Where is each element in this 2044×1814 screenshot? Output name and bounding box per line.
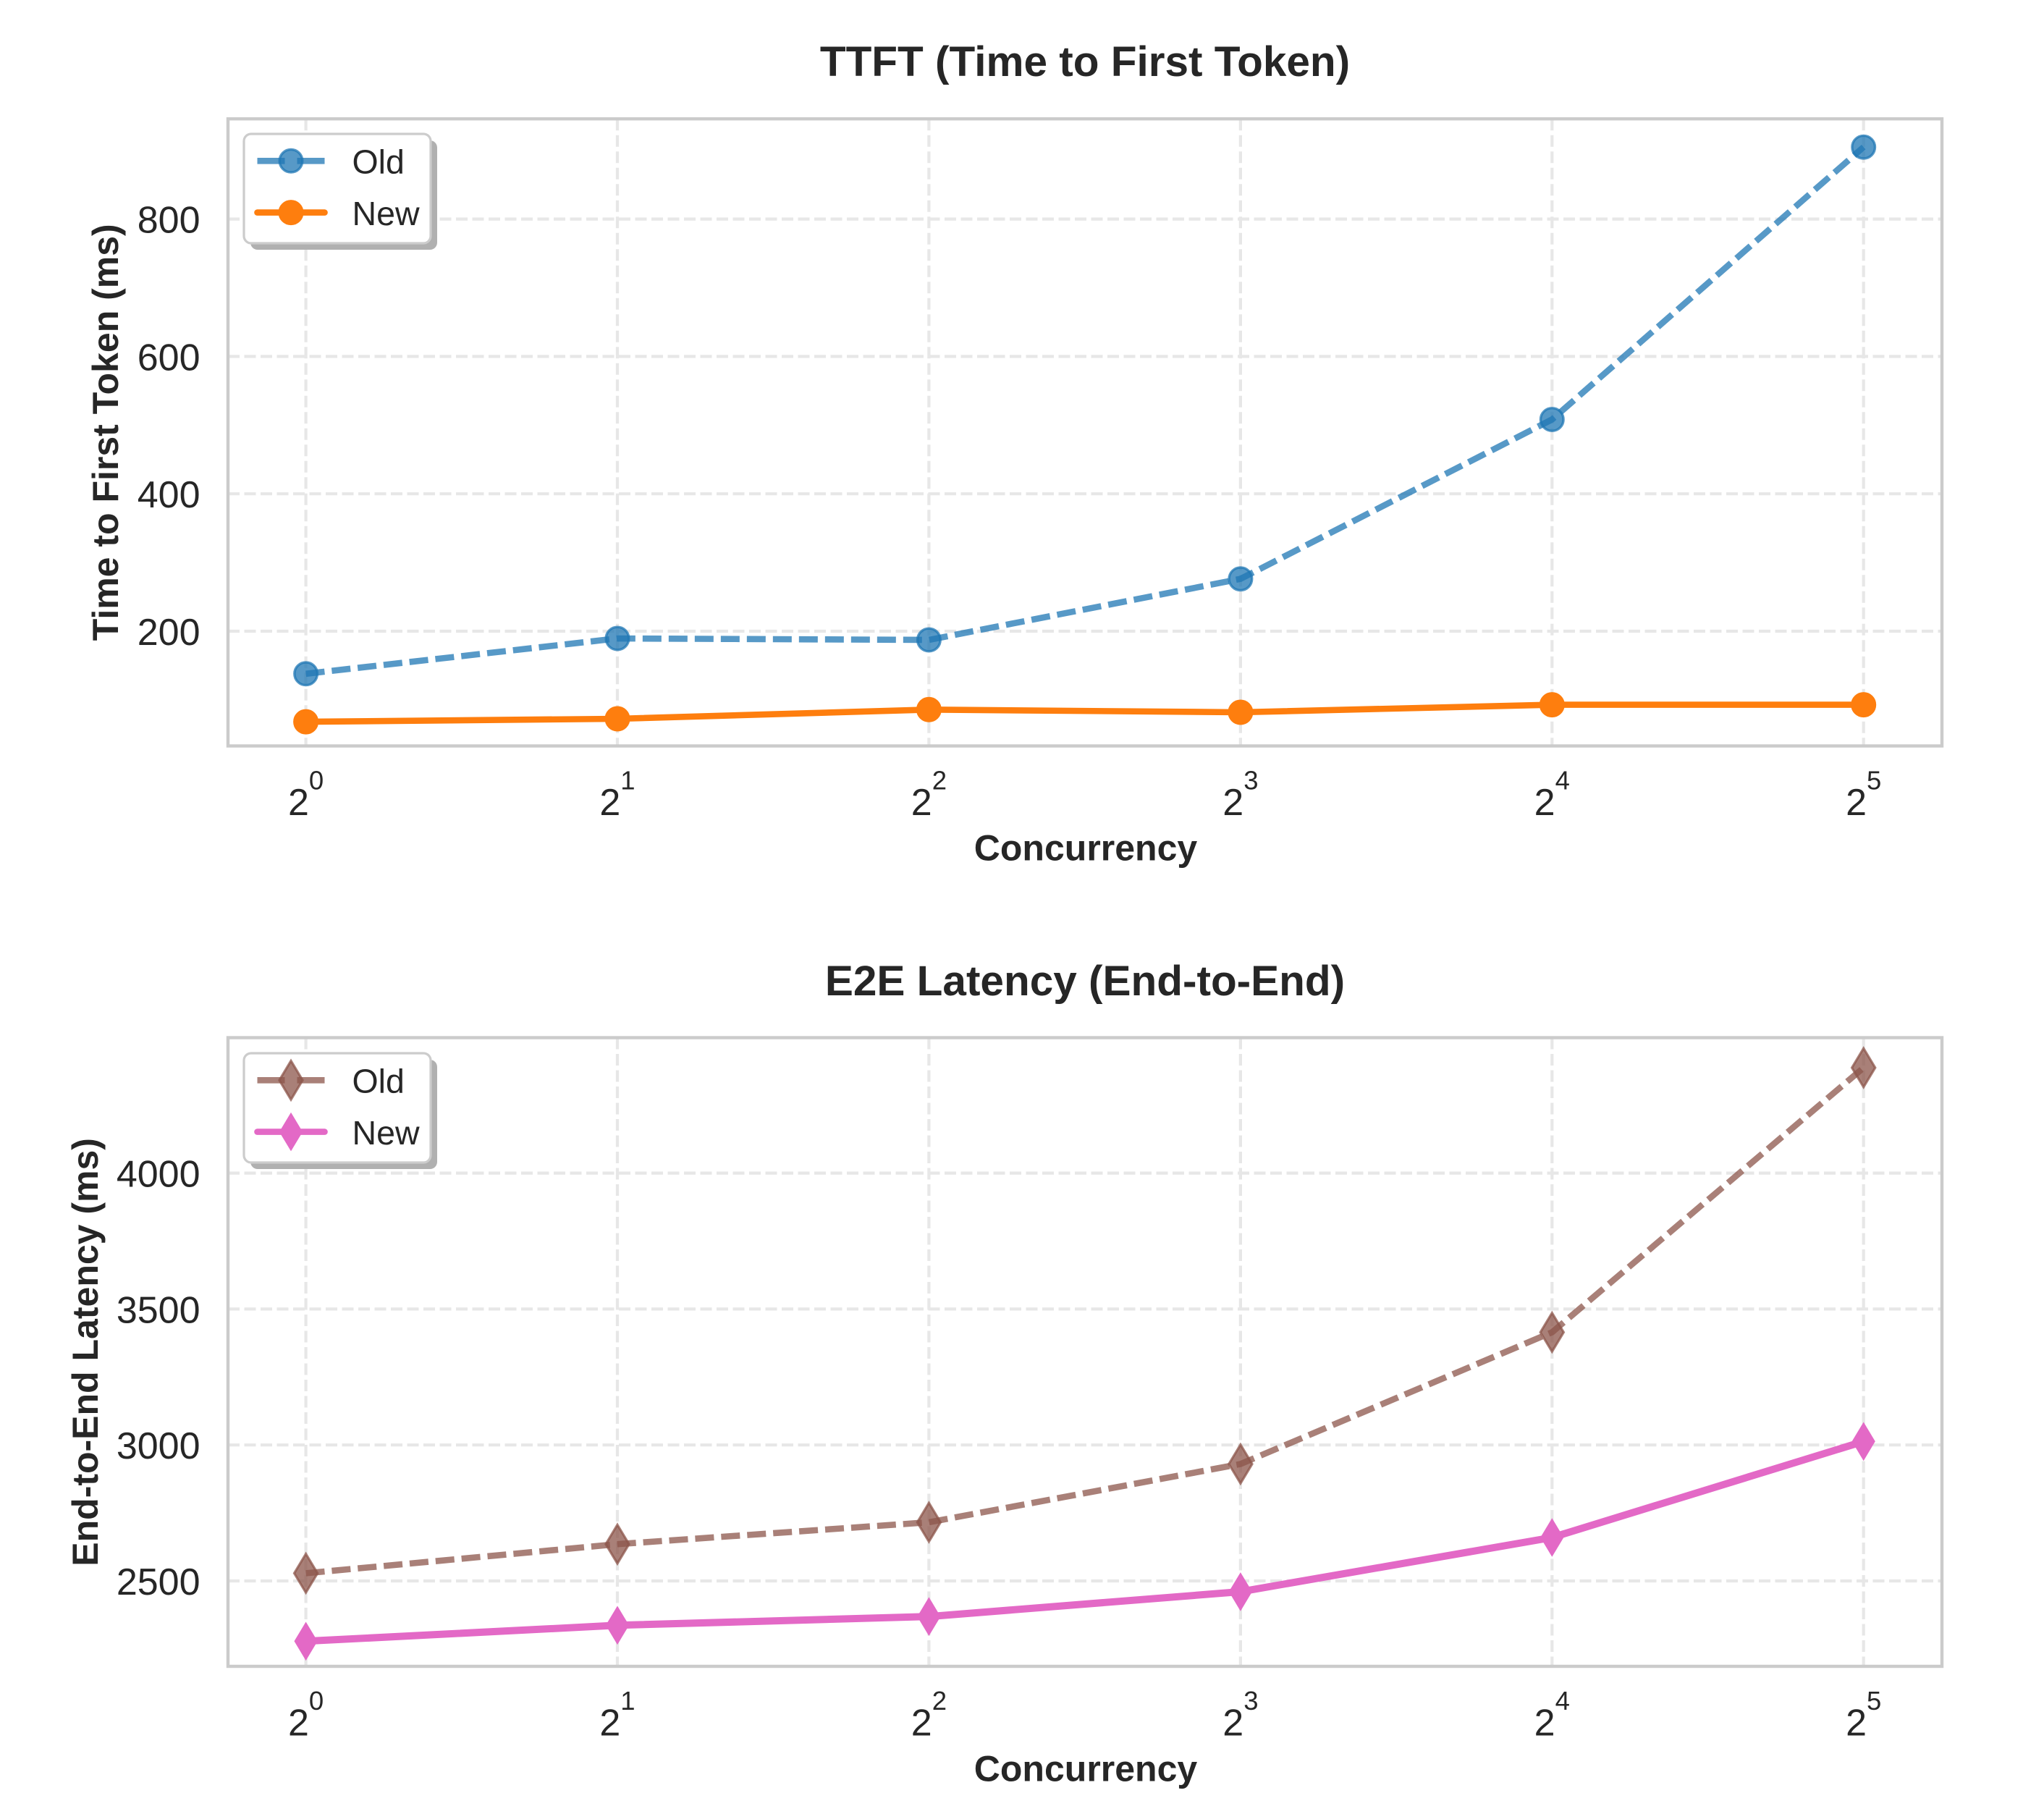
svg-text:Old: Old (352, 143, 405, 181)
svg-text:E2E Latency (End-to-End): E2E Latency (End-to-End) (825, 958, 1345, 1005)
svg-text:3000: 3000 (117, 1425, 200, 1467)
svg-text:Time to First Token (ms): Time to First Token (ms) (85, 224, 126, 641)
svg-text:3500: 3500 (117, 1289, 200, 1331)
svg-text:New: New (352, 195, 420, 232)
svg-text:Concurrency: Concurrency (974, 828, 1198, 869)
svg-text:800: 800 (138, 200, 200, 242)
svg-text:End-to-End Latency (ms): End-to-End Latency (ms) (65, 1138, 106, 1566)
svg-text:4000: 4000 (117, 1154, 200, 1196)
svg-text:TTFT (Time to First Token): TTFT (Time to First Token) (820, 38, 1350, 85)
svg-text:Concurrency: Concurrency (974, 1749, 1198, 1789)
svg-text:400: 400 (138, 474, 200, 516)
svg-text:Old: Old (352, 1063, 405, 1100)
svg-text:600: 600 (138, 337, 200, 379)
svg-text:2500: 2500 (117, 1561, 200, 1603)
svg-text:New: New (352, 1114, 420, 1152)
svg-text:200: 200 (138, 612, 200, 654)
